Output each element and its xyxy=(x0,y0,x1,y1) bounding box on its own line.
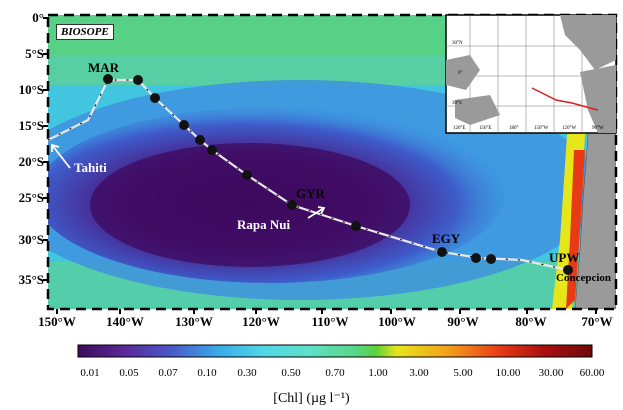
lat-tick-label: 15°S xyxy=(18,118,44,133)
station-marker xyxy=(207,145,217,155)
lon-tick-label: 140°W xyxy=(106,314,144,329)
inset-lon-label: 180° xyxy=(509,126,519,131)
colorbar-tick: 0.10 xyxy=(197,367,217,379)
lon-tick-label: 100°W xyxy=(378,314,416,329)
station-marker xyxy=(195,135,205,145)
colorbar-tick: 0.30 xyxy=(237,367,257,379)
station-marker xyxy=(150,93,160,103)
lon-tick-marks xyxy=(56,309,597,314)
station-label-gyr: GYR xyxy=(296,186,325,201)
lon-tick-label: 90°W xyxy=(447,314,479,329)
lat-tick-label: 25°S xyxy=(18,190,44,205)
station-marker xyxy=(563,265,573,275)
lat-tick-label: 30°S xyxy=(18,232,44,247)
inset-lat-label: 0° xyxy=(458,71,463,76)
lon-tick-label: 120°W xyxy=(242,314,280,329)
colorbar-tick: 0.05 xyxy=(119,367,139,379)
colorbar-tick: 0.70 xyxy=(325,367,345,379)
inset-lon-label: 150°W xyxy=(534,126,549,131)
colorbar-title: [Chl] (µg l⁻¹) xyxy=(273,391,350,406)
station-marker xyxy=(486,254,496,264)
colorbar-tick: 30.00 xyxy=(538,367,564,379)
station-marker xyxy=(437,247,447,257)
lat-tick-label: 0° xyxy=(32,10,44,25)
inset-lon-label: 120°E xyxy=(453,126,466,131)
colorbar-tick: 3.00 xyxy=(409,367,429,379)
place-label-concepcion: Concepcion xyxy=(556,272,611,284)
station-label-egy: EGY xyxy=(432,231,461,246)
inset-lat-label: 30°N xyxy=(452,41,463,46)
inset-lon-label: 90°W xyxy=(592,126,604,131)
place-arrows xyxy=(51,143,326,219)
lon-tick-label: 110°W xyxy=(311,314,349,329)
lat-tick-label: 20°S xyxy=(18,154,44,169)
lon-tick-label: 80°W xyxy=(515,314,547,329)
station-marker xyxy=(287,200,297,210)
station-marker xyxy=(179,120,189,130)
lat-tick-marks xyxy=(43,17,48,281)
colorbar-tick: 5.00 xyxy=(453,367,473,379)
station-marker xyxy=(471,253,481,263)
inset-lon-label: 150°E xyxy=(479,126,492,131)
colorbar-tick: 10.00 xyxy=(495,367,521,379)
lon-tick-label: 130°W xyxy=(175,314,213,329)
station-marker xyxy=(242,170,252,180)
lon-tick-label: 150°W xyxy=(38,314,76,329)
inset-cruise-track xyxy=(531,87,599,111)
station-markers xyxy=(103,74,573,275)
campaign-label: BIOSOPE xyxy=(56,24,114,40)
inset-map xyxy=(445,14,617,134)
lat-tick-label: 10°S xyxy=(18,82,44,97)
lon-tick-label: 70°W xyxy=(581,314,613,329)
inset-lon-label: 120°W xyxy=(562,126,577,131)
station-marker xyxy=(133,75,143,85)
station-marker xyxy=(351,221,361,231)
station-label-upw: UPW xyxy=(549,250,580,265)
colorbar-tick: 0.07 xyxy=(158,367,178,379)
colorbar-tick: 0.01 xyxy=(80,367,100,379)
colorbar xyxy=(77,344,593,358)
colorbar-tick: 1.00 xyxy=(368,367,388,379)
place-label-tahiti: Tahiti xyxy=(74,160,107,175)
inset-lat-label: 30°S xyxy=(452,101,462,106)
lat-tick-label: 35°S xyxy=(18,272,44,287)
lat-tick-label: 5°S xyxy=(25,46,44,61)
station-marker xyxy=(103,74,113,84)
place-label-rapa-nui: Rapa Nui xyxy=(237,217,291,232)
station-label-mar: MAR xyxy=(88,60,120,75)
colorbar-tick: 0.50 xyxy=(281,367,301,379)
colorbar-tick: 60.00 xyxy=(579,367,605,379)
